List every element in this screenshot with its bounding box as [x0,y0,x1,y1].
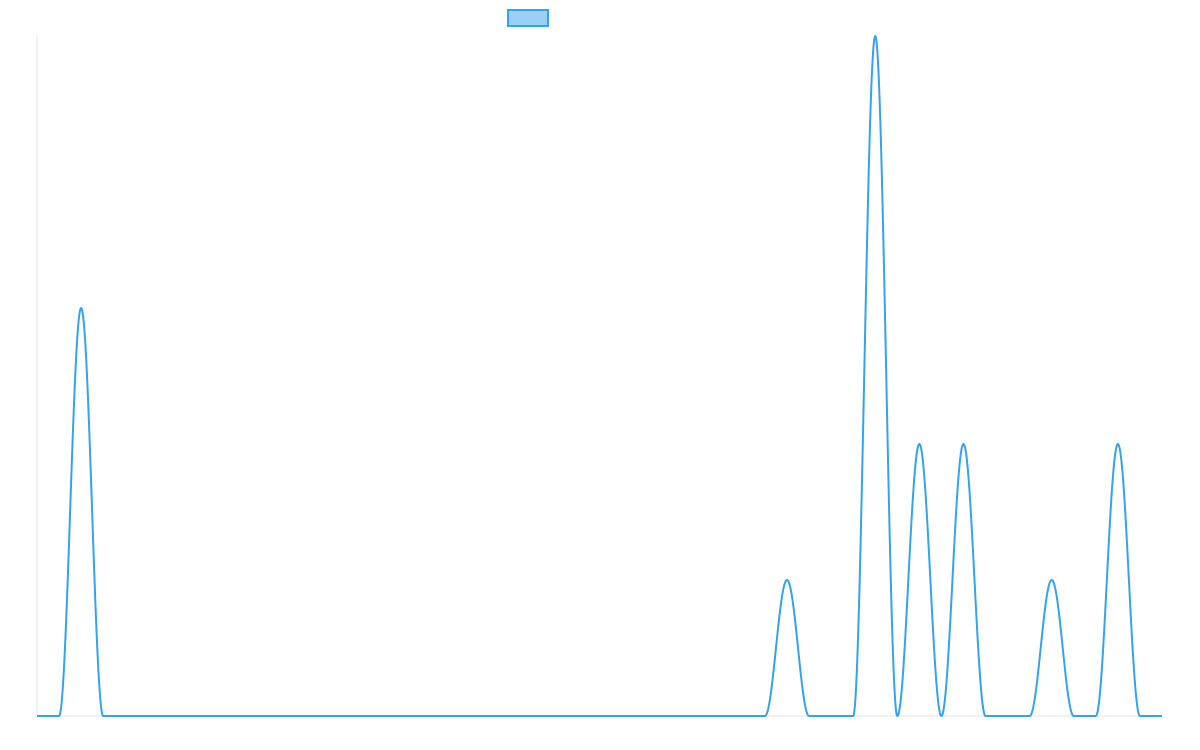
series-layer [36,32,1163,717]
data-point[interactable] [783,576,791,584]
data-point[interactable] [871,32,879,40]
data-point[interactable] [1048,576,1056,584]
series-line [36,35,1163,717]
data-point[interactable] [915,440,923,448]
legend-swatch[interactable] [507,9,549,27]
data-point[interactable] [959,440,967,448]
data-point[interactable] [77,304,85,312]
data-point[interactable] [1114,440,1122,448]
legend[interactable] [507,9,549,27]
